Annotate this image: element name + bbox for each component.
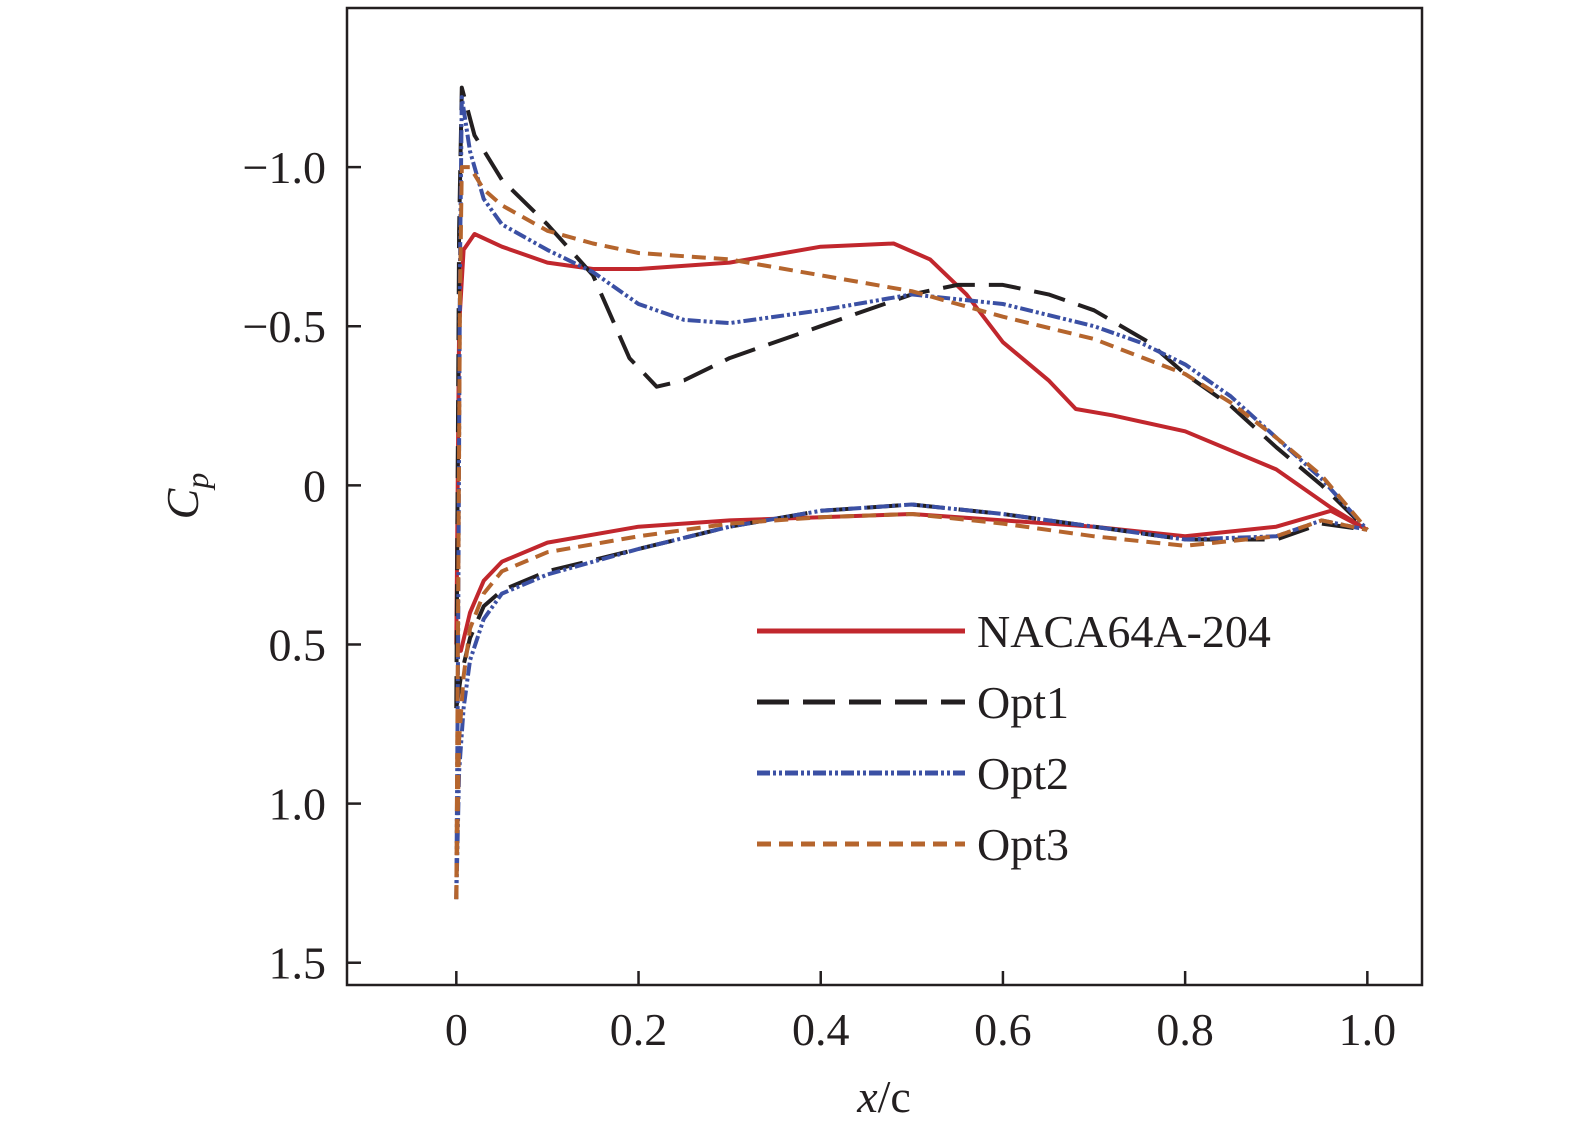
legend-label: Opt1	[977, 677, 1069, 728]
axis-ticks: 0 0.2 0.4 0.6 0.8 1.0 −1.0 −0.5 0 0.5 1.0 1.5	[243, 142, 1397, 1055]
y-tick-label: −0.5	[243, 301, 326, 352]
y-tick-label: −1.0	[243, 142, 326, 193]
y-tick-label: 1.0	[269, 779, 327, 830]
y-tick-label: 1.5	[269, 938, 327, 989]
x-tick-label: 0.4	[792, 1004, 850, 1055]
series-naca64a-204	[454, 232, 1369, 653]
x-tick-label: 0	[445, 1004, 468, 1055]
y-tick-label: 0	[303, 460, 326, 511]
series-opt2-lower-line	[454, 502, 1368, 900]
series-group	[454, 85, 1369, 900]
y-axis-title-main: C	[157, 487, 208, 519]
series-opt3-upper-line	[454, 165, 1369, 900]
series-opt1-upper-line	[454, 85, 1369, 709]
legend-label: Opt2	[977, 748, 1069, 799]
y-tick-label: 0.5	[269, 619, 327, 670]
x-tick-label: 0.2	[610, 1004, 668, 1055]
series-opt1	[454, 85, 1369, 709]
x-tick-label: 0.6	[974, 1004, 1032, 1055]
x-axis-title: x/c	[856, 1071, 911, 1122]
x-axis-title-var: x	[856, 1071, 878, 1122]
series-opt3-lower-line	[454, 512, 1368, 900]
plot-frame	[345, 6, 1424, 987]
legend: NACA64A-204 Opt1 Opt2 Opt3	[757, 606, 1271, 870]
series-opt2	[454, 95, 1369, 900]
legend-label: Opt3	[977, 819, 1069, 870]
legend-label: NACA64A-204	[977, 606, 1271, 657]
x-axis-title-rest: /c	[878, 1071, 911, 1122]
y-axis-title: Cp	[157, 473, 215, 520]
y-axis-title-sub: p	[179, 473, 215, 491]
x-tick-label: 1.0	[1339, 1004, 1397, 1055]
series-opt3	[454, 165, 1369, 900]
series-naca64a-204-upper-line	[454, 232, 1369, 645]
series-opt2-upper-line	[454, 95, 1369, 900]
x-tick-label: 0.8	[1156, 1004, 1214, 1055]
